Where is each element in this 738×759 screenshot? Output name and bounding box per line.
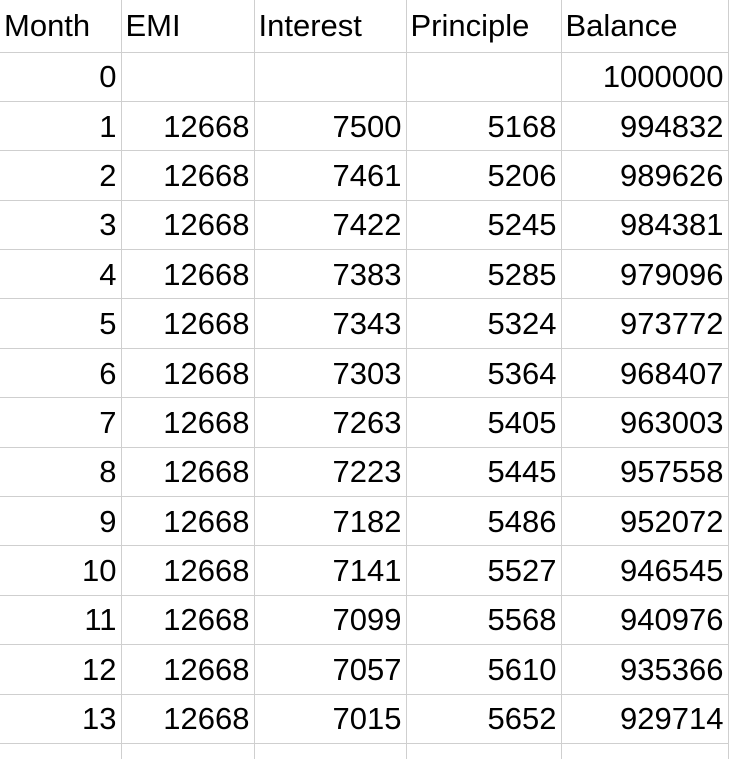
table-row: 1 12668 7500 5168 994832 [0, 101, 729, 152]
cell-principle[interactable]: 5324 [406, 298, 562, 349]
cell-empty[interactable] [406, 743, 562, 759]
cell-balance[interactable]: 940976 [561, 595, 729, 646]
cell-interest[interactable] [254, 52, 407, 102]
cell-balance[interactable]: 968407 [561, 348, 729, 399]
cell-month[interactable]: 4 [0, 249, 122, 300]
cell-principle[interactable]: 5405 [406, 397, 562, 448]
table-row: 3 12668 7422 5245 984381 [0, 200, 729, 251]
cell-principle[interactable]: 5445 [406, 447, 562, 498]
cell-principle[interactable]: 5486 [406, 496, 562, 547]
cell-interest[interactable]: 7263 [254, 397, 407, 448]
cell-month[interactable]: 0 [0, 52, 122, 102]
header-cell-month[interactable]: Month [0, 0, 122, 53]
table-row: 11 12668 7099 5568 940976 [0, 595, 729, 646]
cell-emi[interactable]: 12668 [121, 397, 255, 448]
cell-emi[interactable]: 12668 [121, 644, 255, 695]
cell-interest[interactable]: 7015 [254, 694, 407, 744]
cell-balance[interactable]: 979096 [561, 249, 729, 300]
cell-month[interactable]: 12 [0, 644, 122, 695]
cell-interest[interactable]: 7383 [254, 249, 407, 300]
cell-empty[interactable] [0, 743, 122, 759]
cell-balance[interactable]: 946545 [561, 545, 729, 596]
cell-principle[interactable]: 5652 [406, 694, 562, 744]
table-row: 5 12668 7343 5324 973772 [0, 298, 729, 349]
cell-principle[interactable]: 5245 [406, 200, 562, 251]
cell-month[interactable]: 13 [0, 694, 122, 744]
table-row: 9 12668 7182 5486 952072 [0, 496, 729, 547]
table-row: 6 12668 7303 5364 968407 [0, 348, 729, 399]
cell-balance[interactable]: 973772 [561, 298, 729, 349]
cell-interest[interactable]: 7422 [254, 200, 407, 251]
table-row: 2 12668 7461 5206 989626 [0, 150, 729, 201]
cell-balance[interactable]: 1000000 [561, 52, 729, 102]
cell-balance[interactable]: 929714 [561, 694, 729, 744]
cell-principle[interactable]: 5168 [406, 101, 562, 152]
cell-balance[interactable]: 952072 [561, 496, 729, 547]
cell-month[interactable]: 9 [0, 496, 122, 547]
cell-month[interactable]: 2 [0, 150, 122, 201]
header-cell-principle[interactable]: Principle [406, 0, 562, 53]
cell-principle[interactable]: 5527 [406, 545, 562, 596]
cell-emi[interactable]: 12668 [121, 249, 255, 300]
cell-month[interactable]: 7 [0, 397, 122, 448]
cell-month[interactable]: 1 [0, 101, 122, 152]
cell-interest[interactable]: 7303 [254, 348, 407, 399]
table-row: 13 12668 7015 5652 929714 [0, 694, 729, 744]
table-row: 10 12668 7141 5527 946545 [0, 545, 729, 596]
header-cell-interest[interactable]: Interest [254, 0, 407, 53]
cell-month[interactable]: 3 [0, 200, 122, 251]
cell-balance[interactable]: 957558 [561, 447, 729, 498]
cell-balance[interactable]: 984381 [561, 200, 729, 251]
cell-balance[interactable]: 935366 [561, 644, 729, 695]
table-row: 12 12668 7057 5610 935366 [0, 644, 729, 695]
cell-principle[interactable]: 5568 [406, 595, 562, 646]
cell-emi[interactable]: 12668 [121, 150, 255, 201]
cell-emi[interactable]: 12668 [121, 496, 255, 547]
cell-empty[interactable] [121, 743, 255, 759]
header-row: Month EMI Interest Principle Balance [0, 0, 729, 53]
table-row: 7 12668 7263 5405 963003 [0, 397, 729, 448]
header-cell-balance[interactable]: Balance [561, 0, 729, 53]
cell-month[interactable]: 8 [0, 447, 122, 498]
cell-principle[interactable]: 5364 [406, 348, 562, 399]
cell-empty[interactable] [561, 743, 729, 759]
cell-emi[interactable]: 12668 [121, 200, 255, 251]
cell-emi[interactable]: 12668 [121, 595, 255, 646]
cell-emi[interactable]: 12668 [121, 348, 255, 399]
cell-emi[interactable] [121, 52, 255, 102]
cell-empty[interactable] [254, 743, 407, 759]
cell-emi[interactable]: 12668 [121, 545, 255, 596]
table-row: 8 12668 7223 5445 957558 [0, 447, 729, 498]
cell-month[interactable]: 6 [0, 348, 122, 399]
cell-interest[interactable]: 7343 [254, 298, 407, 349]
cell-principle[interactable]: 5610 [406, 644, 562, 695]
cell-interest[interactable]: 7182 [254, 496, 407, 547]
cell-interest[interactable]: 7099 [254, 595, 407, 646]
table-row: 4 12668 7383 5285 979096 [0, 249, 729, 300]
cell-emi[interactable]: 12668 [121, 694, 255, 744]
cell-month[interactable]: 11 [0, 595, 122, 646]
cell-balance[interactable]: 963003 [561, 397, 729, 448]
cell-balance[interactable]: 989626 [561, 150, 729, 201]
cell-interest[interactable]: 7223 [254, 447, 407, 498]
cell-principle[interactable]: 5285 [406, 249, 562, 300]
table-row: 0 1000000 [0, 52, 729, 102]
cell-interest[interactable]: 7141 [254, 545, 407, 596]
cell-principle[interactable] [406, 52, 562, 102]
cell-principle[interactable]: 5206 [406, 150, 562, 201]
header-cell-emi[interactable]: EMI [121, 0, 255, 53]
cell-emi[interactable]: 12668 [121, 447, 255, 498]
cell-emi[interactable]: 12668 [121, 101, 255, 152]
cell-interest[interactable]: 7500 [254, 101, 407, 152]
table-row-empty [0, 743, 729, 759]
cell-month[interactable]: 5 [0, 298, 122, 349]
cell-interest[interactable]: 7057 [254, 644, 407, 695]
cell-emi[interactable]: 12668 [121, 298, 255, 349]
cell-month[interactable]: 10 [0, 545, 122, 596]
cell-balance[interactable]: 994832 [561, 101, 729, 152]
cell-interest[interactable]: 7461 [254, 150, 407, 201]
